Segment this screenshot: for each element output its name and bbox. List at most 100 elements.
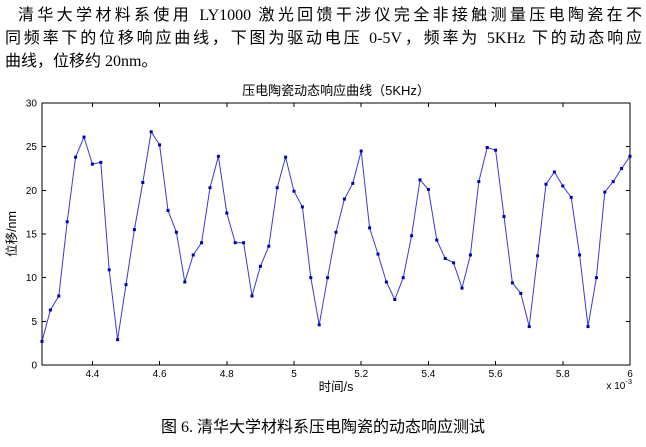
x-tick-label: 4.6 xyxy=(153,369,167,380)
data-marker xyxy=(149,130,153,134)
x-axis-offset-label: x 10-3 xyxy=(606,377,632,392)
y-tick-label: 20 xyxy=(26,186,38,197)
data-marker xyxy=(544,182,548,186)
data-marker xyxy=(292,189,296,193)
data-marker xyxy=(124,283,128,287)
data-marker xyxy=(594,276,598,280)
chart-title: 压电陶瓷动态响应曲线（5KHz） xyxy=(242,83,430,98)
data-marker xyxy=(519,291,523,295)
data-marker xyxy=(368,226,372,230)
data-marker xyxy=(418,178,422,182)
data-marker xyxy=(485,146,489,150)
data-marker xyxy=(208,186,212,190)
data-marker xyxy=(174,230,178,234)
x-tick-label: 5.2 xyxy=(354,369,368,380)
data-marker xyxy=(468,253,472,257)
data-marker xyxy=(258,264,262,268)
data-marker xyxy=(158,143,162,147)
data-marker xyxy=(460,286,464,290)
data-marker xyxy=(250,294,254,298)
data-marker xyxy=(284,155,288,159)
data-marker xyxy=(216,154,220,158)
paragraph-line-1: 清华大学材料系使用 LY1000 激光回馈干涉仪完全非接触测量压电陶瓷在不 xyxy=(18,7,642,24)
data-marker xyxy=(359,149,363,153)
data-marker xyxy=(628,154,632,158)
figure-chart: 4.4 4.6 4.8 5 5.2 5.4 5.6 5.8 6 0 5 10 15 20 25 30 压电陶瓷动… xyxy=(0,80,646,400)
data-marker xyxy=(65,220,69,224)
data-marker xyxy=(561,184,565,188)
data-marker xyxy=(107,268,111,272)
data-marker xyxy=(275,186,279,190)
data-marker xyxy=(527,325,531,329)
data-marker xyxy=(183,280,187,284)
data-marker xyxy=(384,280,388,284)
data-marker xyxy=(351,181,355,185)
data-marker xyxy=(410,234,414,238)
x-tick-label: 4.4 xyxy=(85,369,99,380)
data-marker xyxy=(426,187,430,191)
data-marker xyxy=(90,162,94,166)
data-marker xyxy=(502,215,506,219)
data-marker xyxy=(494,148,498,152)
data-marker xyxy=(569,195,573,199)
data-marker xyxy=(552,170,556,174)
data-marker xyxy=(401,276,405,280)
paragraph-line-3: 曲线，位移约 20nm。 xyxy=(5,53,158,70)
data-marker xyxy=(342,197,346,201)
x-axis-label: 时间/s xyxy=(319,380,354,394)
document-paragraph: 清华大学材料系使用 LY1000 激光回馈干涉仪完全非接触测量压电陶瓷在不 同频… xyxy=(5,4,642,73)
data-marker xyxy=(536,254,540,258)
x-tick-label: 4.8 xyxy=(220,369,234,380)
data-marker xyxy=(99,160,103,164)
data-marker xyxy=(300,205,304,209)
x-tick-label: 5.4 xyxy=(421,369,435,380)
data-marker xyxy=(452,261,456,265)
y-tick-label: 15 xyxy=(26,230,38,241)
data-marker xyxy=(116,338,120,342)
y-tick-label: 5 xyxy=(31,317,37,328)
data-marker xyxy=(611,180,615,184)
y-tick-label: 25 xyxy=(26,142,38,153)
data-marker xyxy=(225,211,229,215)
data-marker xyxy=(376,252,380,256)
data-marker xyxy=(200,241,204,245)
data-marker xyxy=(141,180,145,184)
data-marker xyxy=(74,155,78,159)
data-marker xyxy=(334,230,338,234)
chart-svg: 4.4 4.6 4.8 5 5.2 5.4 5.6 5.8 6 0 5 10 15 20 25 30 压电陶瓷动… xyxy=(4,83,633,394)
data-marker xyxy=(326,276,330,280)
data-marker xyxy=(477,180,481,184)
data-marker xyxy=(48,308,52,312)
x-tick-label: 6 xyxy=(627,369,633,380)
y-tick-label: 0 xyxy=(31,361,37,372)
data-marker xyxy=(510,281,514,285)
y-tick-label: 30 xyxy=(26,99,38,110)
data-marker xyxy=(82,135,86,139)
data-marker xyxy=(132,228,136,232)
data-marker xyxy=(443,256,447,260)
data-marker xyxy=(57,294,61,298)
data-marker xyxy=(586,325,590,329)
x-tick-label: 5.8 xyxy=(556,369,570,380)
data-marker xyxy=(435,238,439,242)
x-tick-label: 5.6 xyxy=(489,369,503,380)
y-tick-label: 10 xyxy=(26,273,38,284)
data-marker xyxy=(166,208,170,212)
data-marker xyxy=(233,241,237,245)
response-curve xyxy=(41,130,631,342)
x-axis-offset-exponent: -3 xyxy=(625,377,632,386)
data-marker xyxy=(309,276,313,280)
data-marker xyxy=(393,298,397,301)
figure-caption: 图 6. 清华大学材料系压电陶瓷的动态响应测试 xyxy=(160,419,485,436)
data-marker xyxy=(603,190,607,194)
data-marker xyxy=(578,253,582,257)
data-marker xyxy=(620,167,624,170)
data-marker xyxy=(267,244,271,248)
data-marker xyxy=(40,339,44,343)
paragraph-line-2: 同频率下的位移响应曲线，下图为驱动电压 0-5V，频率为 5KHz 下的动态响应 xyxy=(5,30,642,47)
data-marker xyxy=(242,241,246,245)
y-axis-label: 位移/nm xyxy=(4,211,19,257)
data-marker xyxy=(191,253,195,257)
x-tick-label: 5 xyxy=(291,369,297,380)
